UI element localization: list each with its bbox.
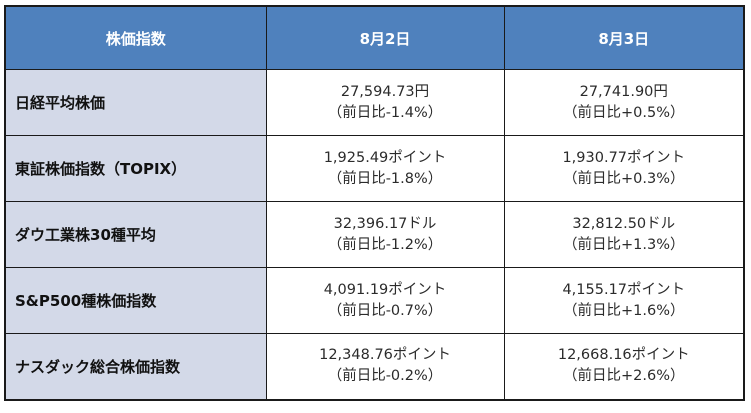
row-header: 日経平均株価 <box>4 69 267 136</box>
index-value: 4,155.17ポイント <box>562 281 686 298</box>
index-value: 32,812.50ドル <box>572 215 676 232</box>
row-header: S&P500種株価指数 <box>4 267 267 334</box>
table-row: ナスダック総合株価指数 12,348.76ポイント （前日比-0.2%） 12,… <box>4 333 745 400</box>
index-value: 4,091.19ポイント <box>323 281 447 298</box>
cell-aug3: 4,155.17ポイント （前日比+1.6%） <box>503 267 745 334</box>
stock-index-table: 株価指数 8月2日 8月3日 日経平均株価 27,594.73円 （前日比-1.… <box>4 5 745 401</box>
index-change: （前日比+2.6%） <box>563 368 685 385</box>
column-header-aug2: 8月2日 <box>265 5 505 70</box>
cell-aug3: 1,930.77ポイント （前日比+0.3%） <box>503 135 745 202</box>
index-change: （前日比+1.6%） <box>563 302 685 319</box>
table-row: 日経平均株価 27,594.73円 （前日比-1.4%） 27,741.90円 … <box>4 69 745 136</box>
table-row: ダウ工業株30種平均 32,396.17ドル （前日比-1.2%） 32,812… <box>4 201 745 268</box>
index-value: 32,396.17ドル <box>333 215 437 232</box>
stock-index-table-container: 株価指数 8月2日 8月3日 日経平均株価 27,594.73円 （前日比-1.… <box>4 5 745 401</box>
index-change: （前日比-1.4%） <box>327 104 443 121</box>
row-header: ダウ工業株30種平均 <box>4 201 267 268</box>
column-header-aug3: 8月3日 <box>503 5 745 70</box>
cell-aug2: 12,348.76ポイント （前日比-0.2%） <box>265 333 505 400</box>
cell-aug2: 4,091.19ポイント （前日比-0.7%） <box>265 267 505 334</box>
row-header: ナスダック総合株価指数 <box>4 333 267 400</box>
cell-aug2: 1,925.49ポイント （前日比-1.8%） <box>265 135 505 202</box>
cell-aug3: 27,741.90円 （前日比+0.5%） <box>503 69 745 136</box>
cell-aug3: 12,668.16ポイント （前日比+2.6%） <box>503 333 745 400</box>
index-value: 1,930.77ポイント <box>562 149 686 166</box>
index-change: （前日比-0.7%） <box>327 302 443 319</box>
index-value: 27,741.90円 <box>579 83 668 100</box>
index-change: （前日比+0.3%） <box>563 170 685 187</box>
table-row: S&P500種株価指数 4,091.19ポイント （前日比-0.7%） 4,15… <box>4 267 745 334</box>
index-change: （前日比+1.3%） <box>563 236 685 253</box>
column-header-index: 株価指数 <box>4 5 267 70</box>
cell-aug2: 27,594.73円 （前日比-1.4%） <box>265 69 505 136</box>
row-header: 東証株価指数（TOPIX） <box>4 135 267 202</box>
index-value: 1,925.49ポイント <box>323 149 447 166</box>
index-value: 27,594.73円 <box>340 83 430 100</box>
index-value: 12,668.16ポイント <box>557 347 690 364</box>
cell-aug2: 32,396.17ドル （前日比-1.2%） <box>265 201 505 268</box>
table-header-row: 株価指数 8月2日 8月3日 <box>4 5 745 70</box>
index-change: （前日比+0.5%） <box>563 104 685 121</box>
index-change: （前日比-0.2%） <box>327 368 443 385</box>
cell-aug3: 32,812.50ドル （前日比+1.3%） <box>503 201 745 268</box>
index-value: 12,348.76ポイント <box>319 347 451 364</box>
index-change: （前日比-1.2%） <box>327 236 443 253</box>
index-change: （前日比-1.8%） <box>327 170 443 187</box>
table-row: 東証株価指数（TOPIX） 1,925.49ポイント （前日比-1.8%） 1,… <box>4 135 745 202</box>
